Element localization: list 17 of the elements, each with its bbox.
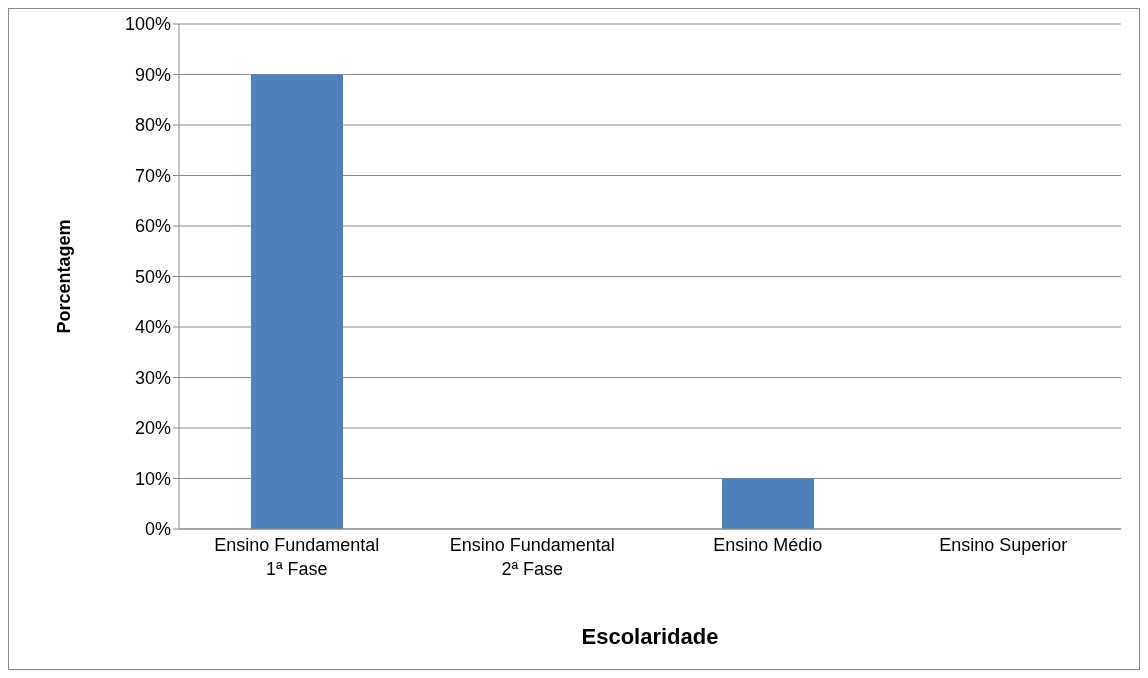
x-tick-label: Ensino Superior <box>939 535 1068 555</box>
x-tick-label: Ensino Fundamental 1ª Fase <box>214 535 380 579</box>
y-tick-label: 100% <box>124 14 171 35</box>
y-tick-label: 20% <box>134 418 171 439</box>
y-tick-label: 40% <box>134 317 171 338</box>
y-tick-label: 80% <box>134 115 171 136</box>
y-tick-label: 30% <box>134 367 171 388</box>
y-tick-label: 70% <box>134 165 171 186</box>
x-tick-label: Ensino Fundamental 2ª Fase <box>449 535 615 579</box>
y-tick-label: 10% <box>134 468 171 489</box>
y-tick-label: 0% <box>144 519 171 540</box>
y-tick-label: 90% <box>134 64 171 85</box>
x-axis-title: Escolaridade <box>580 624 720 650</box>
x-tick-label: Ensino Médio <box>713 535 823 555</box>
y-tick-label: 50% <box>134 266 171 287</box>
y-axis-title: Porcentagem <box>54 219 75 334</box>
y-tick-label: 60% <box>134 216 171 237</box>
